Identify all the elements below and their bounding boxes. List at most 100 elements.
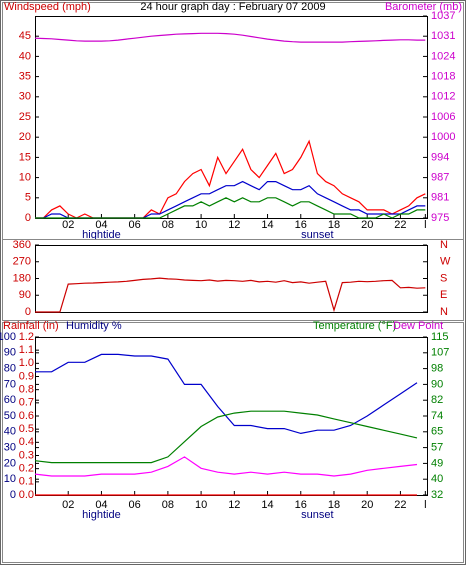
y2-tick-label: 98: [431, 363, 443, 375]
annotation: hightide: [82, 509, 121, 521]
y3-tick-label: 0.8: [19, 384, 34, 396]
y2-tick-label: 1024: [431, 50, 455, 62]
y3-tick-label: 0.0: [19, 489, 34, 501]
x-tick-label: 16: [295, 219, 307, 231]
y3-tick-label: 0.6: [19, 410, 34, 422]
x-tick-label: 20: [361, 219, 373, 231]
y3-tick-label: 0.3: [19, 449, 34, 461]
y-tick-label: 90: [19, 289, 31, 301]
y-tick-label: 40: [4, 426, 16, 438]
y3-tick-label: 1.2: [19, 331, 34, 343]
y-tick-label: 100: [0, 331, 16, 343]
y2-tick-label: 1031: [431, 30, 455, 42]
y-tick-label: 360: [13, 239, 31, 251]
y2-tick-label: W: [440, 256, 451, 268]
y-tick-label: 10: [19, 172, 31, 184]
y2-tick-label: N: [440, 239, 448, 251]
y-tick-label: 0: [25, 306, 31, 318]
y-tick-label: 30: [4, 442, 16, 454]
plot-area: [35, 245, 428, 313]
x-tick-label: 08: [162, 219, 174, 231]
y2-tick-label: 65: [431, 426, 443, 438]
y3-tick-label: 0.9: [19, 370, 34, 382]
y2-tick-label: 975: [431, 212, 449, 224]
y2-tick-label: 1012: [431, 91, 455, 103]
y2-tick-label: 994: [431, 151, 449, 163]
y3-tick-label: 0.5: [19, 423, 34, 435]
y-tick-label: 20: [4, 457, 16, 469]
y-tick-label: 40: [19, 50, 31, 62]
series-line: [34, 410, 418, 464]
y-tick-label: 30: [19, 91, 31, 103]
plot-area: [35, 16, 428, 219]
y2-tick-label: N: [440, 306, 448, 318]
y-tick-label: 10: [4, 473, 16, 485]
y2-tick-label: S: [440, 272, 447, 284]
x-tick-label: 18: [328, 499, 340, 511]
label: Humidity %: [66, 320, 122, 332]
y3-tick-label: 1.0: [19, 357, 34, 369]
y2-tick-label: 57: [431, 442, 443, 454]
y2-tick-label: 82: [431, 394, 443, 406]
label: 24 hour graph day : February 07 2009: [140, 1, 325, 13]
x-tick-label: 04: [95, 499, 107, 511]
x-tick-label: 20: [361, 499, 373, 511]
plot-area: [35, 337, 428, 496]
series-line: [34, 32, 426, 43]
y2-tick-label: E: [440, 289, 447, 301]
label: Barometer (mb): [385, 1, 462, 13]
y-tick-label: 80: [4, 363, 16, 375]
y3-tick-label: 1.1: [19, 344, 34, 356]
y-tick-label: 0: [25, 212, 31, 224]
x-tick-label: 04: [95, 219, 107, 231]
x-tick-label: 12: [228, 499, 240, 511]
y3-tick-label: 0.1: [19, 476, 34, 488]
y2-tick-label: 40: [431, 473, 443, 485]
label: Windspeed (mph): [4, 1, 91, 13]
y-tick-label: 70: [4, 378, 16, 390]
y3-tick-label: 0.7: [19, 397, 34, 409]
x-tick-label: 14: [261, 219, 273, 231]
y2-tick-label: 49: [431, 457, 443, 469]
y-tick-label: 15: [19, 151, 31, 163]
x-tick-label: 08: [162, 499, 174, 511]
x-tick-label: l: [424, 499, 426, 511]
y-tick-label: 180: [13, 272, 31, 284]
label: Temperature (°F): [313, 320, 396, 332]
y-tick-label: 60: [4, 394, 16, 406]
x-tick-label: 06: [129, 219, 141, 231]
annotation: sunset: [301, 229, 333, 241]
x-tick-label: 14: [261, 499, 273, 511]
x-tick-label: 18: [328, 219, 340, 231]
x-tick-label: 22: [394, 219, 406, 231]
x-tick-label: 16: [295, 499, 307, 511]
series-line: [34, 456, 418, 477]
y2-tick-label: 1018: [431, 71, 455, 83]
y-tick-label: 35: [19, 71, 31, 83]
y2-tick-label: 115: [431, 331, 449, 343]
x-tick-label: 22: [394, 499, 406, 511]
annotation: sunset: [301, 509, 333, 521]
y-tick-label: 0: [10, 489, 16, 501]
label: Rainfall (in): [3, 320, 59, 332]
annotation: hightide: [82, 229, 121, 241]
x-tick-label: 06: [129, 499, 141, 511]
y2-tick-label: 1006: [431, 111, 455, 123]
y2-tick-label: 1000: [431, 131, 455, 143]
label: Dew Point: [393, 320, 443, 332]
x-tick-label: 10: [195, 219, 207, 231]
y-tick-label: 25: [19, 111, 31, 123]
x-tick-label: 02: [62, 219, 74, 231]
y-tick-label: 50: [4, 410, 16, 422]
x-tick-label: 12: [228, 219, 240, 231]
y2-tick-label: 1037: [431, 10, 455, 22]
x-tick-label: 02: [62, 499, 74, 511]
series-line: [35, 277, 426, 313]
y3-tick-label: 0.2: [19, 463, 34, 475]
series-line: [35, 197, 426, 219]
y2-tick-label: 74: [431, 410, 443, 422]
y-tick-label: 5: [25, 192, 31, 204]
y-tick-label: 270: [13, 256, 31, 268]
y-tick-label: 20: [19, 131, 31, 143]
